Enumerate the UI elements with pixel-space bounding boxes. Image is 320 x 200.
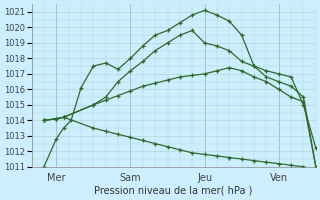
X-axis label: Pression niveau de la mer( hPa ): Pression niveau de la mer( hPa ) [94,186,253,196]
